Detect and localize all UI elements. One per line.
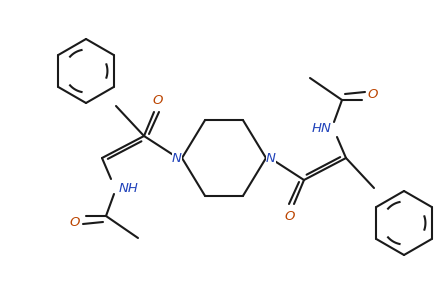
Text: N: N (172, 151, 182, 164)
Text: N: N (266, 151, 276, 164)
Text: NH: NH (119, 181, 139, 194)
Text: O: O (153, 94, 163, 107)
Text: O: O (70, 215, 80, 228)
Text: HN: HN (312, 122, 332, 134)
Text: O: O (368, 88, 378, 101)
Text: O: O (285, 211, 295, 223)
